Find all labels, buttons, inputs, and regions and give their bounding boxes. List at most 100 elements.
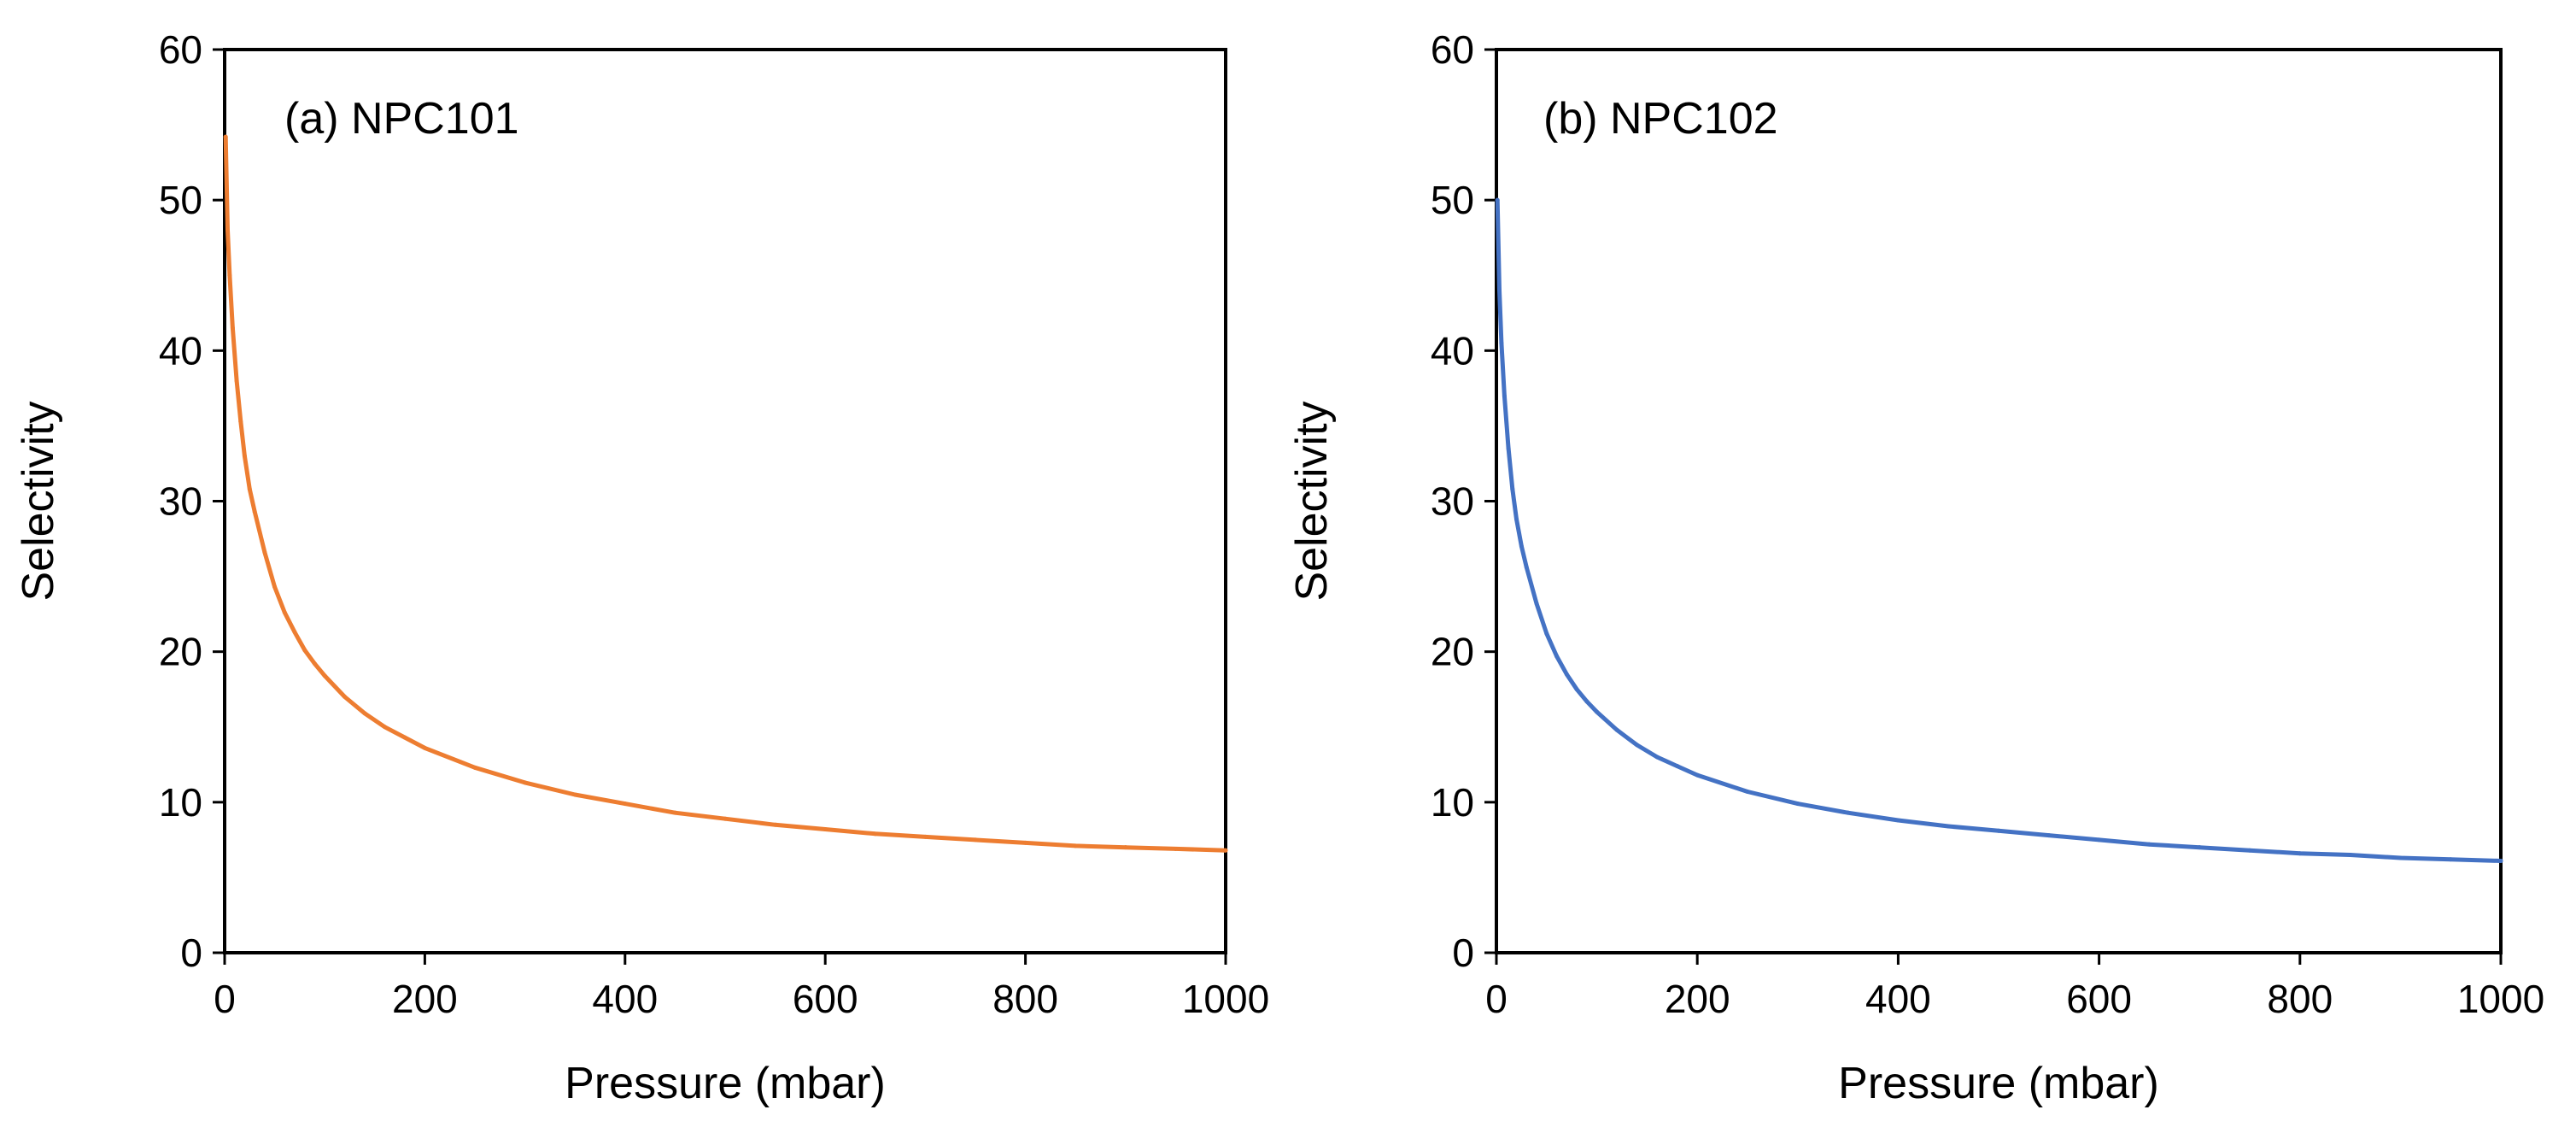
x-tick-label-a-4: 800 xyxy=(992,977,1058,1021)
data-point-a-15 xyxy=(322,673,327,678)
data-point-a-20 xyxy=(422,745,427,750)
data-point-a-12 xyxy=(292,630,297,635)
y-tick-label-a-0: 0 xyxy=(180,931,202,975)
data-point-b-33 xyxy=(2348,852,2353,857)
data-point-b-5 xyxy=(1510,486,1515,491)
x-tick-label-a-5: 1000 xyxy=(1182,977,1269,1021)
data-point-a-18 xyxy=(383,725,388,730)
data-point-b-21 xyxy=(1745,790,1750,795)
data-point-a-28 xyxy=(823,827,828,832)
data-point-b-28 xyxy=(2097,837,2102,843)
y-tick-label-a-6: 60 xyxy=(159,27,202,72)
data-point-a-36 xyxy=(1223,848,1228,853)
y-tick-label-b-2: 20 xyxy=(1431,630,1474,674)
y-tick-label-b-5: 50 xyxy=(1431,178,1474,222)
data-point-a-2 xyxy=(227,273,232,278)
data-point-b-27 xyxy=(2046,833,2052,838)
data-point-b-25 xyxy=(1946,824,1951,829)
x-tick-label-a-0: 0 xyxy=(214,977,236,1021)
data-point-a-26 xyxy=(723,816,728,821)
data-point-b-14 xyxy=(1584,699,1590,704)
y-tick-label-b-6: 60 xyxy=(1431,27,1474,72)
x-tick-label-b-4: 800 xyxy=(2267,977,2333,1021)
data-point-b-22 xyxy=(1795,802,1800,807)
data-point-b-3 xyxy=(1502,393,1507,398)
data-point-a-21 xyxy=(472,765,477,770)
data-point-a-11 xyxy=(282,610,287,615)
y-tick-label-a-5: 50 xyxy=(159,178,202,222)
data-point-a-14 xyxy=(312,661,317,666)
x-tick-label-a-3: 600 xyxy=(793,977,858,1021)
data-point-a-34 xyxy=(1123,845,1128,850)
data-point-b-6 xyxy=(1514,517,1519,522)
data-point-a-6 xyxy=(242,454,247,459)
x-tick-label-b-0: 0 xyxy=(1485,977,1508,1021)
data-point-a-4 xyxy=(234,379,239,384)
data-point-b-1 xyxy=(1497,288,1502,293)
x-tick-label-a-1: 200 xyxy=(392,977,458,1021)
data-point-a-33 xyxy=(1073,843,1078,848)
panel-label-a: (a) NPC101 xyxy=(284,94,519,144)
series-line-b xyxy=(1495,197,2503,863)
y-tick-label-a-4: 40 xyxy=(159,328,202,373)
data-point-b-13 xyxy=(1574,687,1579,692)
data-point-a-23 xyxy=(572,792,577,797)
y-axis-title-a: Selectivity xyxy=(14,401,63,601)
data-point-a-31 xyxy=(973,837,978,843)
x-tick-label-b-2: 400 xyxy=(1865,977,1931,1021)
data-point-b-17 xyxy=(1635,743,1640,748)
data-point-b-30 xyxy=(2197,845,2202,850)
x-tick-label-b-3: 600 xyxy=(2066,977,2132,1021)
data-point-b-15 xyxy=(1595,709,1600,714)
data-point-a-1 xyxy=(225,227,231,232)
data-point-b-36 xyxy=(2498,859,2503,864)
y-tick-label-a-1: 10 xyxy=(159,780,202,825)
data-point-b-32 xyxy=(2298,851,2303,856)
data-point-a-24 xyxy=(623,802,628,807)
data-point-b-16 xyxy=(1614,727,1619,732)
data-point-a-25 xyxy=(672,810,677,815)
series-line-a xyxy=(223,134,1228,853)
data-point-b-0 xyxy=(1495,197,1500,203)
data-point-a-17 xyxy=(362,711,367,716)
data-point-a-0 xyxy=(223,134,228,139)
data-point-b-29 xyxy=(2146,842,2152,847)
y-tick-label-a-2: 20 xyxy=(159,630,202,674)
data-point-a-27 xyxy=(773,822,778,827)
data-point-b-35 xyxy=(2448,857,2453,862)
data-point-a-5 xyxy=(238,419,243,424)
data-point-a-10 xyxy=(272,584,278,590)
data-point-b-4 xyxy=(1506,446,1511,451)
data-point-a-3 xyxy=(230,326,235,331)
data-point-a-32 xyxy=(1023,840,1028,845)
data-point-a-16 xyxy=(342,695,348,700)
data-point-a-19 xyxy=(402,735,407,740)
data-point-b-34 xyxy=(2397,855,2403,860)
data-point-a-8 xyxy=(252,509,257,514)
data-point-b-11 xyxy=(1554,654,1560,659)
data-point-a-7 xyxy=(247,486,252,491)
x-axis-title-a: Pressure (mbar) xyxy=(565,1059,886,1108)
x-axis-title-b: Pressure (mbar) xyxy=(1838,1059,2159,1108)
y-tick-label-b-0: 0 xyxy=(1452,931,1474,975)
x-tick-label-b-5: 1000 xyxy=(2457,977,2544,1021)
data-point-b-8 xyxy=(1524,565,1529,570)
y-tick-label-a-3: 30 xyxy=(159,479,202,524)
data-point-b-20 xyxy=(1695,772,1700,778)
data-point-b-31 xyxy=(2247,848,2252,853)
data-point-b-2 xyxy=(1499,341,1504,346)
data-point-a-9 xyxy=(262,549,267,555)
data-point-a-35 xyxy=(1173,846,1178,851)
data-point-a-30 xyxy=(922,834,928,839)
x-tick-label-b-1: 200 xyxy=(1665,977,1730,1021)
data-point-a-29 xyxy=(873,831,878,837)
data-point-b-24 xyxy=(1895,818,1900,823)
data-point-b-23 xyxy=(1846,810,1851,815)
data-point-b-10 xyxy=(1544,631,1549,637)
data-point-b-26 xyxy=(1996,828,2001,833)
data-point-b-9 xyxy=(1534,601,1539,606)
plot-area-frame-b xyxy=(1495,48,2503,954)
